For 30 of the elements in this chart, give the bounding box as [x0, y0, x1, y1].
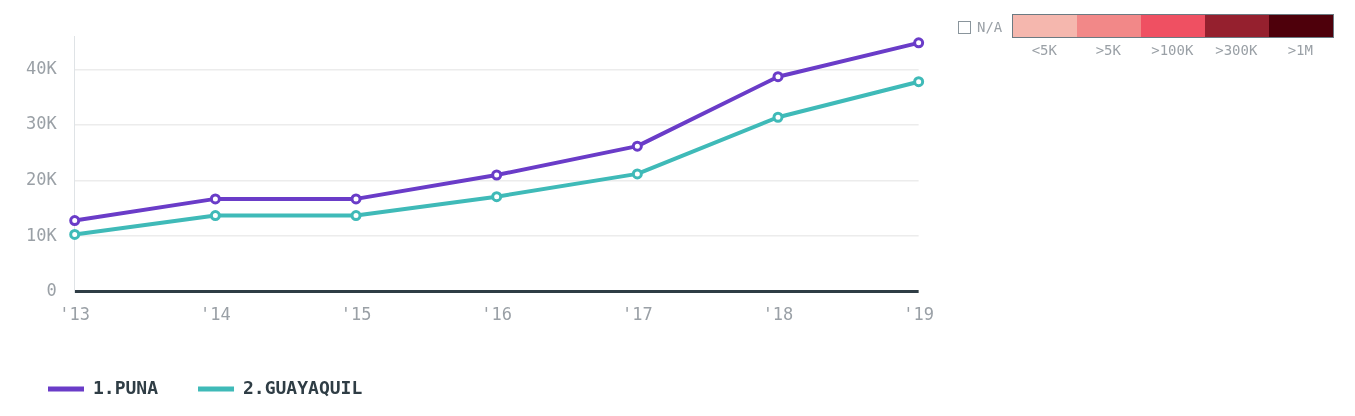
y-tick-label: 20K — [25, 168, 58, 189]
y-tick-label: 10K — [25, 224, 58, 245]
point — [772, 71, 784, 83]
x-tick-label: '19 — [903, 304, 935, 325]
point — [69, 215, 81, 227]
x-tick-label: '17 — [621, 304, 653, 325]
point — [631, 168, 643, 180]
point — [913, 37, 925, 49]
point — [350, 193, 362, 205]
x-tick-label: '15 — [340, 304, 372, 325]
point — [209, 210, 221, 222]
y-tick-label: 30K — [25, 113, 58, 134]
y-tick-label: 40K — [25, 57, 58, 78]
point — [350, 210, 362, 222]
point — [69, 228, 81, 240]
legend-label: 1.PUNA — [93, 376, 159, 398]
x-tick-label: '16 — [481, 304, 513, 325]
point — [772, 111, 784, 123]
point — [491, 169, 503, 181]
x-tick-label: '13 — [59, 304, 91, 325]
y-tick-label: 0 — [46, 280, 57, 301]
point — [913, 76, 925, 88]
x-tick-label: '18 — [762, 304, 794, 325]
legend-label: 2.GUAYAQUIL — [243, 376, 363, 398]
color-scale: <5K >5K >100K >300K >1M — [1012, 14, 1335, 58]
point — [491, 191, 503, 203]
text: N/A — [977, 19, 1003, 35]
x-tick-label: '14 — [200, 304, 231, 325]
point — [209, 193, 221, 205]
point — [631, 140, 643, 152]
